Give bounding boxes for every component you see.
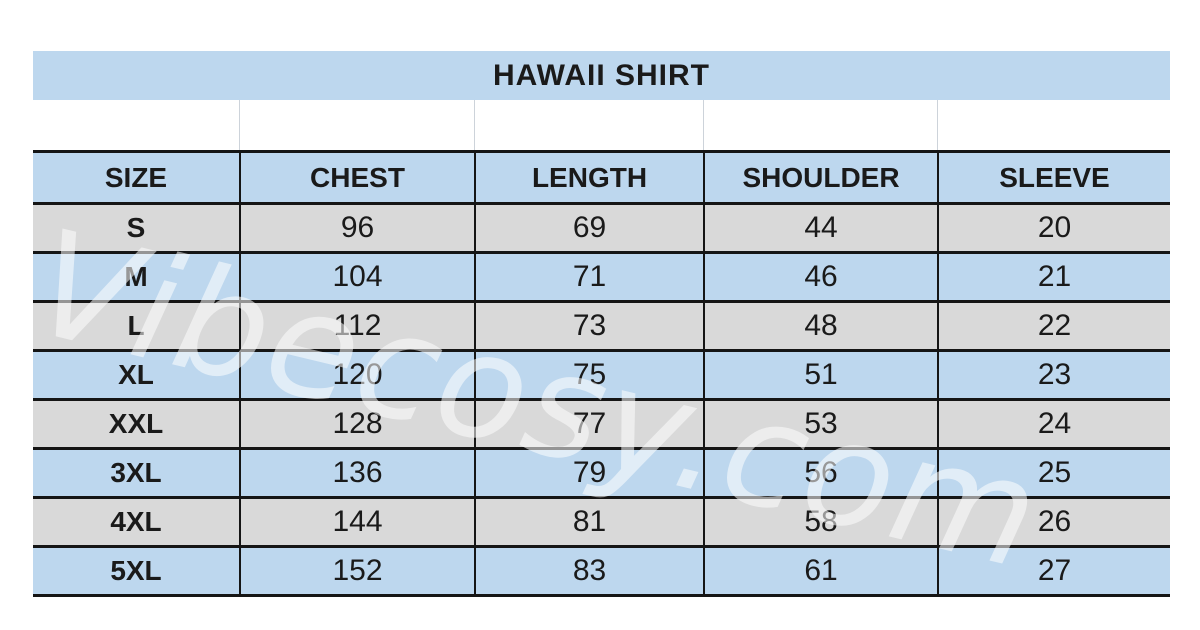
cell-sleeve: 27 (937, 548, 1170, 594)
cell-length: 79 (474, 450, 703, 496)
table-row-xxl: XXL 128 77 53 24 (33, 398, 1170, 447)
cell-chest: 120 (239, 352, 474, 398)
cell-length: 83 (474, 548, 703, 594)
cell-chest: 144 (239, 499, 474, 545)
spacer-cell-length (474, 100, 703, 150)
cell-chest: 128 (239, 401, 474, 447)
cell-sleeve: 25 (937, 450, 1170, 496)
spacer-cell-shoulder (703, 100, 937, 150)
cell-size: 4XL (110, 506, 162, 537)
cell-length: 81 (474, 499, 703, 545)
cell-shoulder: 44 (703, 205, 937, 251)
cell-shoulder: 46 (703, 254, 937, 300)
cell-sleeve: 20 (937, 205, 1170, 251)
table-title: HAWAII SHIRT (492, 58, 710, 92)
size-chart-table: HAWAII SHIRT SIZE CHEST LENGTH SHOULDER SLEE… (33, 51, 1170, 597)
cell-length: 73 (474, 303, 703, 349)
cell-length: 69 (474, 205, 703, 251)
table-row-s: S 96 69 44 20 (33, 202, 1170, 251)
cell-size: S (126, 212, 146, 243)
column-header-sleeve: SLEEVE (937, 153, 1170, 202)
spacer-cell-size (33, 100, 239, 150)
cell-length: 71 (474, 254, 703, 300)
column-header-shoulder: SHOULDER (703, 153, 937, 202)
table-row-4xl: 4XL 144 81 58 26 (33, 496, 1170, 545)
cell-size: M (124, 261, 148, 292)
cell-size: XL (118, 359, 154, 390)
cell-chest: 136 (239, 450, 474, 496)
table-row-xl: XL 120 75 51 23 (33, 349, 1170, 398)
table-title-bar: HAWAII SHIRT (33, 51, 1170, 100)
cell-size: 5XL (110, 555, 162, 586)
spacer-row (33, 100, 1170, 150)
header-row: SIZE CHEST LENGTH SHOULDER SLEEVE (33, 150, 1170, 202)
cell-size: 3XL (110, 457, 162, 488)
cell-size: XXL (108, 408, 164, 439)
column-header-chest: CHEST (239, 153, 474, 202)
column-header-length: LENGTH (474, 153, 703, 202)
cell-sleeve: 26 (937, 499, 1170, 545)
spacer-cell-sleeve (937, 100, 1170, 150)
cell-shoulder: 61 (703, 548, 937, 594)
cell-shoulder: 58 (703, 499, 937, 545)
cell-length: 77 (474, 401, 703, 447)
cell-chest: 112 (239, 303, 474, 349)
cell-sleeve: 21 (937, 254, 1170, 300)
cell-chest: 152 (239, 548, 474, 594)
cell-shoulder: 53 (703, 401, 937, 447)
column-header-size: SIZE (104, 161, 168, 193)
cell-shoulder: 56 (703, 450, 937, 496)
cell-length: 75 (474, 352, 703, 398)
cell-shoulder: 51 (703, 352, 937, 398)
cell-chest: 104 (239, 254, 474, 300)
cell-shoulder: 48 (703, 303, 937, 349)
spacer-cell-chest (239, 100, 474, 150)
table-row-5xl: 5XL 152 83 61 27 (33, 545, 1170, 597)
table-row-l: L 112 73 48 22 (33, 300, 1170, 349)
table-row-3xl: 3XL 136 79 56 25 (33, 447, 1170, 496)
cell-sleeve: 22 (937, 303, 1170, 349)
table-row-m: M 104 71 46 21 (33, 251, 1170, 300)
table-body: S 96 69 44 20 M 104 71 46 21 L 112 73 48 22 XL 120 75 51 23… (33, 202, 1170, 597)
cell-sleeve: 23 (937, 352, 1170, 398)
cell-sleeve: 24 (937, 401, 1170, 447)
cell-size: L (127, 310, 145, 341)
cell-chest: 96 (239, 205, 474, 251)
